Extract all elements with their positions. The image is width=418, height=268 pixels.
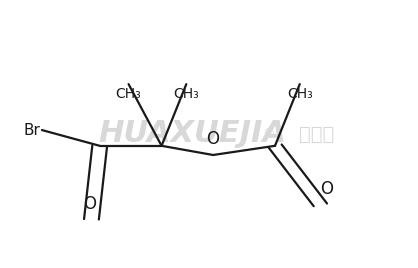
Text: HUAXUEJIA: HUAXUEJIA: [99, 120, 286, 148]
Text: CH₃: CH₃: [287, 87, 313, 101]
Text: ®: ®: [263, 128, 275, 140]
Text: O: O: [83, 195, 96, 213]
Text: 化学加: 化学加: [298, 125, 334, 143]
Text: O: O: [320, 180, 333, 198]
Text: CH₃: CH₃: [173, 87, 199, 101]
Text: CH₃: CH₃: [116, 87, 141, 101]
Text: Br: Br: [23, 122, 40, 137]
Text: O: O: [206, 131, 219, 148]
